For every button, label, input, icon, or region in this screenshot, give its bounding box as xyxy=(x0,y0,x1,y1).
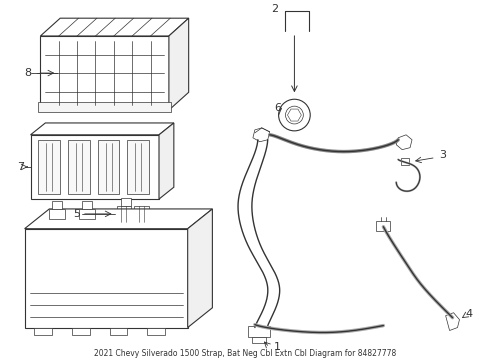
Bar xyxy=(147,328,165,336)
Text: 4: 4 xyxy=(466,309,473,319)
Text: 2: 2 xyxy=(271,4,278,14)
Polygon shape xyxy=(30,123,174,135)
Text: 6: 6 xyxy=(274,103,281,113)
Polygon shape xyxy=(445,313,460,330)
Bar xyxy=(134,206,149,222)
Polygon shape xyxy=(159,123,174,199)
Polygon shape xyxy=(40,18,189,36)
Bar xyxy=(30,135,159,199)
Bar xyxy=(376,221,391,231)
Bar xyxy=(79,209,95,219)
Bar xyxy=(49,209,65,219)
Bar xyxy=(401,158,409,166)
Bar xyxy=(68,140,90,194)
Bar xyxy=(72,328,90,336)
Bar xyxy=(248,325,270,337)
Polygon shape xyxy=(188,209,212,328)
Bar xyxy=(82,201,92,209)
Circle shape xyxy=(279,99,310,131)
Circle shape xyxy=(286,106,303,124)
Polygon shape xyxy=(396,135,412,150)
Text: 3: 3 xyxy=(439,150,446,159)
Text: 7: 7 xyxy=(17,162,24,172)
Bar xyxy=(38,102,171,112)
Text: 8: 8 xyxy=(24,68,31,78)
Bar xyxy=(110,328,127,336)
Bar xyxy=(52,201,62,209)
Text: 2021 Chevy Silverado 1500 Strap, Bat Neg Cbl Extn Cbl Diagram for 84827778: 2021 Chevy Silverado 1500 Strap, Bat Neg… xyxy=(94,349,396,358)
Bar xyxy=(252,337,266,343)
Bar xyxy=(24,229,188,328)
Polygon shape xyxy=(169,18,189,110)
Polygon shape xyxy=(253,128,270,142)
Bar xyxy=(34,328,52,336)
Text: 5: 5 xyxy=(74,209,80,219)
Bar xyxy=(122,198,131,206)
Bar xyxy=(38,140,60,194)
Bar xyxy=(127,140,149,194)
Polygon shape xyxy=(288,109,301,121)
Polygon shape xyxy=(24,209,212,229)
Text: 1: 1 xyxy=(274,342,281,352)
Bar xyxy=(98,140,120,194)
Bar xyxy=(40,36,169,110)
Bar xyxy=(117,206,131,222)
